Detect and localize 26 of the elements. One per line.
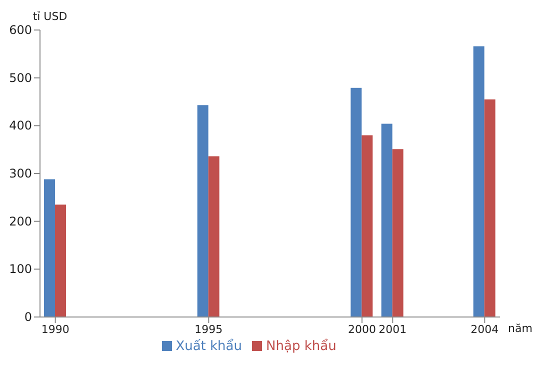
y-tick-label: 100 bbox=[9, 262, 32, 276]
x-tick-label: 2004 bbox=[470, 322, 499, 336]
bar bbox=[44, 179, 55, 317]
y-tick-label: 200 bbox=[9, 214, 32, 228]
bar bbox=[484, 99, 496, 317]
bar bbox=[362, 135, 373, 317]
y-tick-label: 300 bbox=[9, 166, 32, 180]
y-tick-label: 500 bbox=[9, 70, 32, 85]
x-axis-title: năm bbox=[508, 322, 532, 335]
x-tick-label: 2001 bbox=[378, 322, 407, 336]
bar bbox=[350, 88, 362, 317]
bar bbox=[473, 46, 484, 317]
x-tick-label: 1990 bbox=[41, 322, 70, 336]
y-tick-label: 0 bbox=[24, 310, 32, 324]
bar bbox=[381, 124, 392, 317]
bar bbox=[208, 156, 220, 317]
legend-label: Nhập khẩu bbox=[266, 339, 336, 354]
bar bbox=[197, 105, 208, 317]
legend-label: Xuất khẩu bbox=[176, 339, 242, 354]
x-tick-label: 1995 bbox=[194, 322, 223, 336]
y-tick-label: 600 bbox=[9, 23, 32, 37]
y-axis-title: tỉ USD bbox=[32, 10, 68, 23]
bar bbox=[55, 204, 66, 317]
y-tick-label: 400 bbox=[9, 118, 32, 133]
bar bbox=[392, 149, 404, 317]
x-tick-label: 2000 bbox=[348, 322, 376, 336]
